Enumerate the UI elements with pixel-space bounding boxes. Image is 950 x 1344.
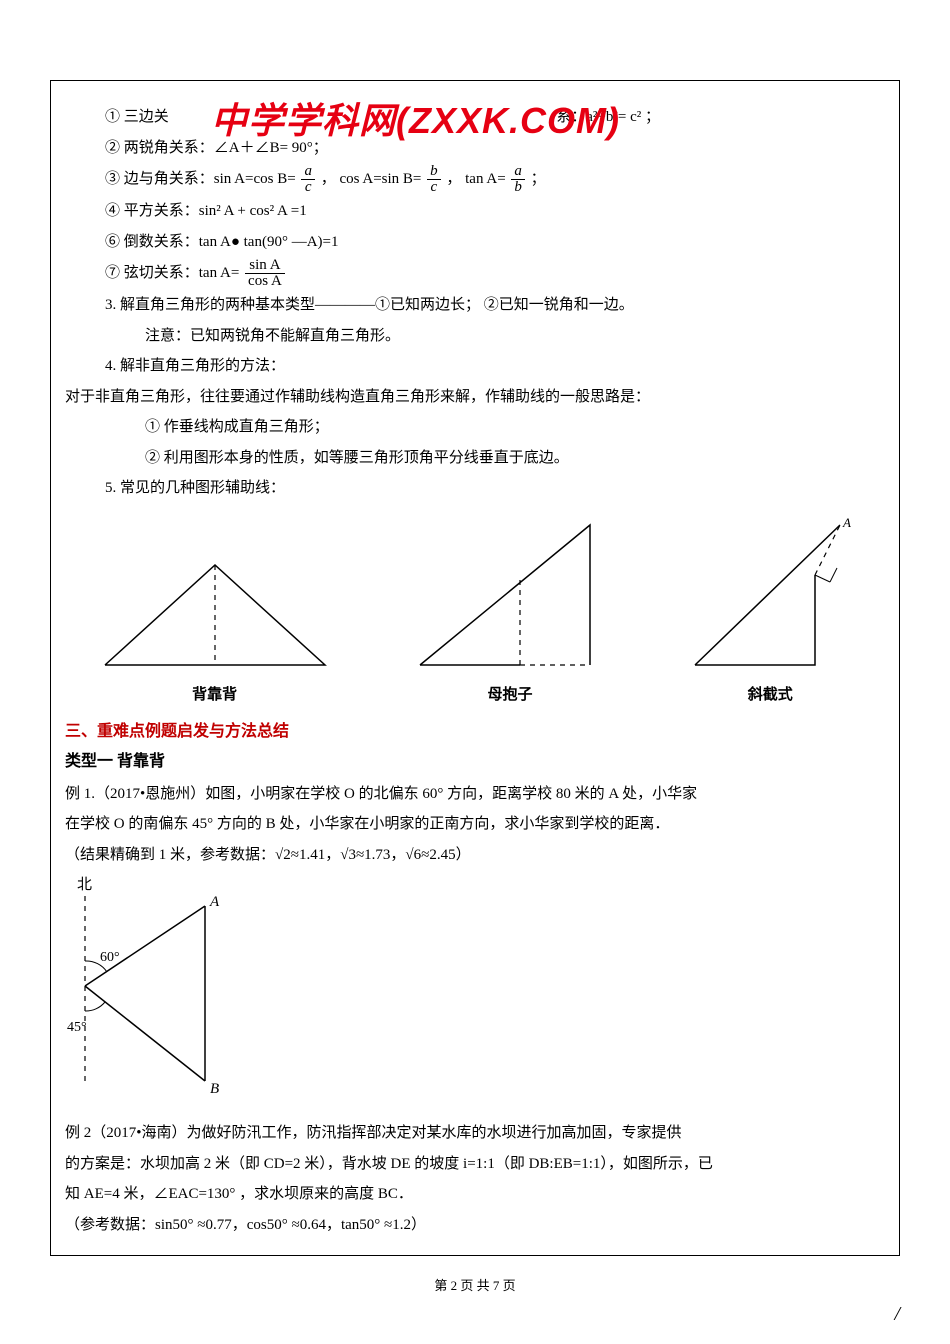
ex1-figure: 北 60° 45° A B (65, 871, 265, 1101)
point-4-1: ① 作垂线构成直角三角形； (65, 413, 885, 442)
fig-c-svg: A (685, 515, 855, 675)
ex2-l4: （参考数据：sin50° ≈0.77，cos50° ≈0.64，tan50° ≈… (65, 1211, 885, 1240)
frac-den: c (301, 180, 315, 195)
point-a: A (209, 894, 220, 910)
ex2-l3: 知 AE=4 米，∠EAC=130° ，求水坝原来的高度 BC． (65, 1180, 885, 1209)
fig-back-to-back: 背靠背 (95, 545, 335, 710)
frac-den: b (511, 180, 525, 195)
r3-label: ③ 边与角关系：sin A=cos B= (105, 171, 296, 187)
angle-60: 60° (100, 950, 120, 965)
r1-pre: ① 三边关 (105, 109, 169, 125)
r7-label: ⑦ 弦切关系：tan A= (105, 265, 239, 281)
type-1-head: 类型一 背靠背 (65, 747, 885, 777)
ex1-l2: 在学校 O 的南偏东 45° 方向的 B 处，小华家在小明家的正南方向，求小华家… (65, 810, 885, 839)
r3-mid2: ， tan A= (446, 171, 505, 187)
point-3-note: 注意：已知两锐角不能解直角三角形。 (65, 322, 885, 351)
frac-sin-cos: sin A cos A (245, 258, 285, 289)
page: 中学学科网(ZXXK.COM) ① 三边关 系：a²+b²= c² ； ② 两锐… (0, 0, 950, 1344)
watermark-text: 中学学科网(ZXXK.COM) (211, 87, 620, 155)
relation-6: ⑥ 倒数关系：tan A● tan(90° —A)=1 (65, 228, 885, 257)
frac-den: c (427, 180, 441, 195)
fig-b-label: 母抱子 (487, 681, 532, 710)
fig-c-label: 斜截式 (748, 681, 793, 710)
svg-text:A: A (842, 515, 851, 530)
point-4-body: 对于非直角三角形，往往要通过作辅助线构造直角三角形来解，作辅助线的一般思路是： (65, 383, 885, 412)
frac-den: cos A (245, 274, 285, 289)
figures-row: 背靠背 母抱子 A 斜 (65, 515, 885, 710)
fig-b-svg (410, 515, 610, 675)
frac-a-c: a c (301, 164, 315, 195)
fig-a-svg (95, 545, 335, 675)
relation-4: ④ 平方关系：sin² A + cos² A =1 (65, 197, 885, 226)
frac-num: b (427, 164, 441, 180)
frac-num: sin A (245, 258, 285, 274)
content-box: 中学学科网(ZXXK.COM) ① 三边关 系：a²+b²= c² ； ② 两锐… (50, 80, 900, 1256)
page-number: 第 2 页 共 7 页 (0, 1275, 950, 1294)
angle-45: 45° (67, 1020, 87, 1035)
section-3-head: 三、重难点例题启发与方法总结 (65, 717, 885, 747)
fig-mother-child: 母抱子 (410, 515, 610, 710)
frac-b-c: b c (427, 164, 441, 195)
r3-mid1: ， cos A=sin B= (321, 171, 422, 187)
point-4: 4. 解非直角三角形的方法： (65, 352, 885, 381)
frac-a-b: a b (511, 164, 525, 195)
point-4-2: ② 利用图形本身的性质，如等腰三角形顶角平分线垂直于底边。 (65, 444, 885, 473)
point-b: B (210, 1081, 219, 1097)
point-3: 3. 解直角三角形的两种基本类型————①已知两边长； ②已知一锐角和一边。 (65, 291, 885, 320)
ex2-l2: 的方案是：水坝加高 2 米（即 CD=2 米），背水坡 DE 的坡度 i=1:1… (65, 1150, 885, 1179)
fig-a-label: 背靠背 (192, 681, 237, 710)
point-5: 5. 常见的几种图形辅助线： (65, 474, 885, 503)
frac-num: a (511, 164, 525, 180)
north-label: 北 (77, 876, 92, 893)
p4-body-text: 对于非直角三角形，往往要通过作辅助线构造直角三角形来解，作辅助线的一般思路是： (65, 389, 650, 405)
frac-num: a (301, 164, 315, 180)
ex2-l1: 例 2（2017•海南）为做好防汛工作，防汛指挥部决定对某水库的水坝进行加高加固… (65, 1119, 885, 1148)
ex1-l1: 例 1.（2017•恩施州）如图，小明家在学校 O 的北偏东 60° 方向，距离… (65, 780, 885, 809)
relation-7: ⑦ 弦切关系：tan A= sin A cos A (65, 258, 885, 289)
fig-slant-cut: A 斜截式 (685, 515, 855, 710)
ex1-l3: （结果精确到 1 米，参考数据：√2≈1.41，√3≈1.73，√6≈2.45） (65, 841, 885, 870)
relation-3: ③ 边与角关系：sin A=cos B= a c ， cos A=sin B= … (65, 164, 885, 195)
r3-end: ； (531, 171, 546, 187)
corner-slash: / (894, 1303, 900, 1326)
